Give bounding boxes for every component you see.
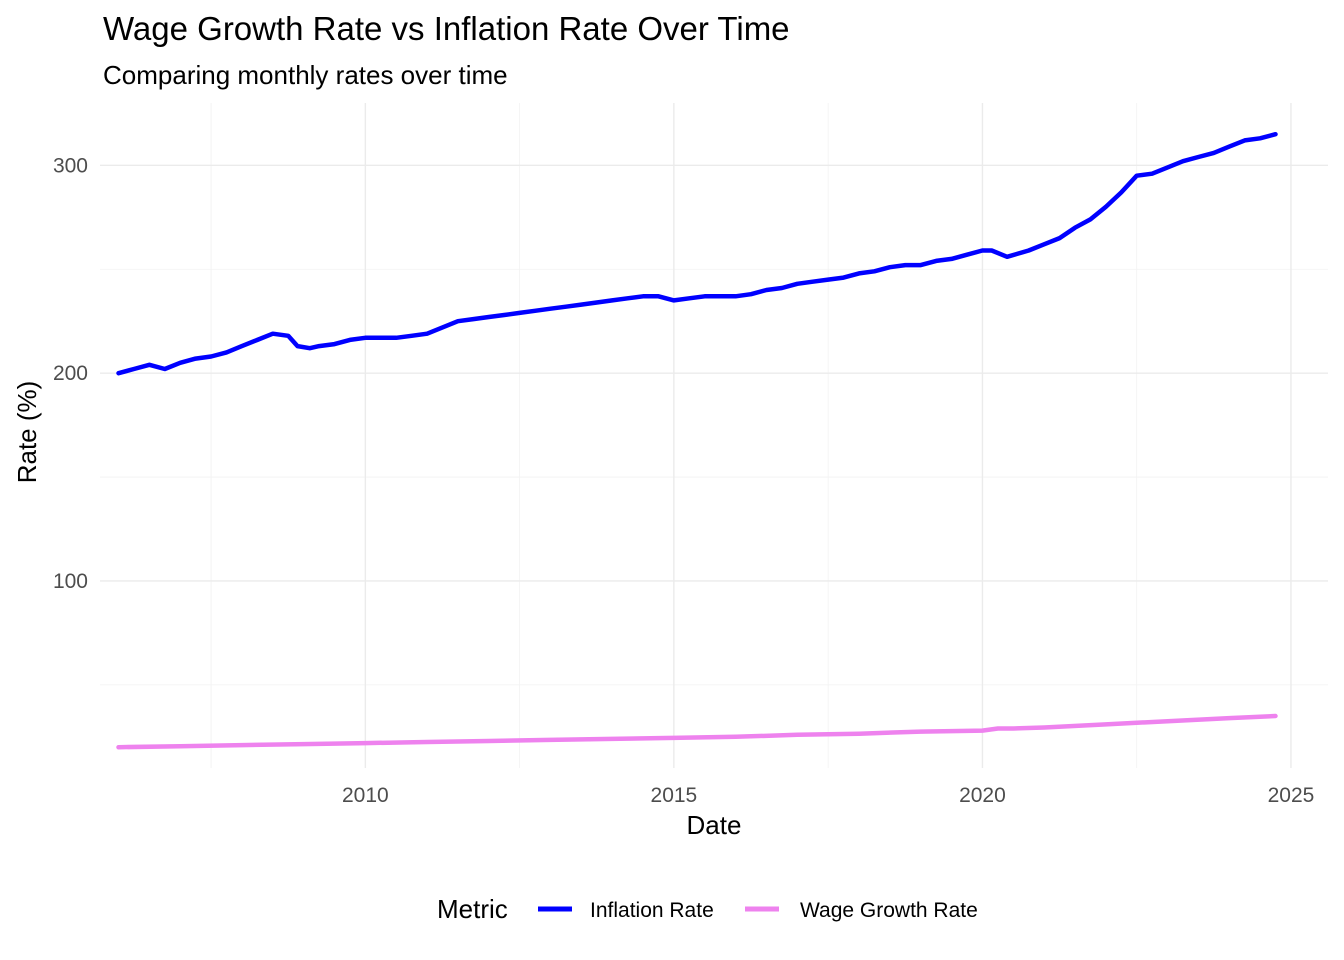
legend-title: Metric [437, 894, 508, 924]
legend: Metric Inflation Rate Wage Growth Rate [437, 894, 978, 924]
series-line-inflation-rate [116, 131, 1278, 376]
chart-subtitle: Comparing monthly rates over time [103, 60, 508, 90]
y-tick-label: 100 [53, 570, 88, 593]
y-axis-title: Rate (%) [12, 381, 42, 484]
series-lines [116, 131, 1278, 750]
y-tick-label: 200 [53, 362, 88, 385]
series-line-wage-growth-rate [116, 713, 1278, 750]
chart-title: Wage Growth Rate vs Inflation Rate Over … [103, 10, 790, 47]
y-tick-label: 300 [53, 154, 88, 177]
x-tick-label: 2015 [651, 784, 698, 807]
x-axis-title: Date [687, 810, 742, 840]
x-tick-label: 2025 [1268, 784, 1315, 807]
grid [100, 103, 1328, 768]
axis-tick-labels: 2010 2015 2020 2025 100 200 300 [53, 154, 1314, 807]
x-tick-label: 2020 [959, 784, 1006, 807]
x-tick-label: 2010 [342, 784, 389, 807]
legend-label-inflation-rate: Inflation Rate [590, 899, 714, 922]
legend-label-wage-growth-rate: Wage Growth Rate [800, 899, 978, 922]
